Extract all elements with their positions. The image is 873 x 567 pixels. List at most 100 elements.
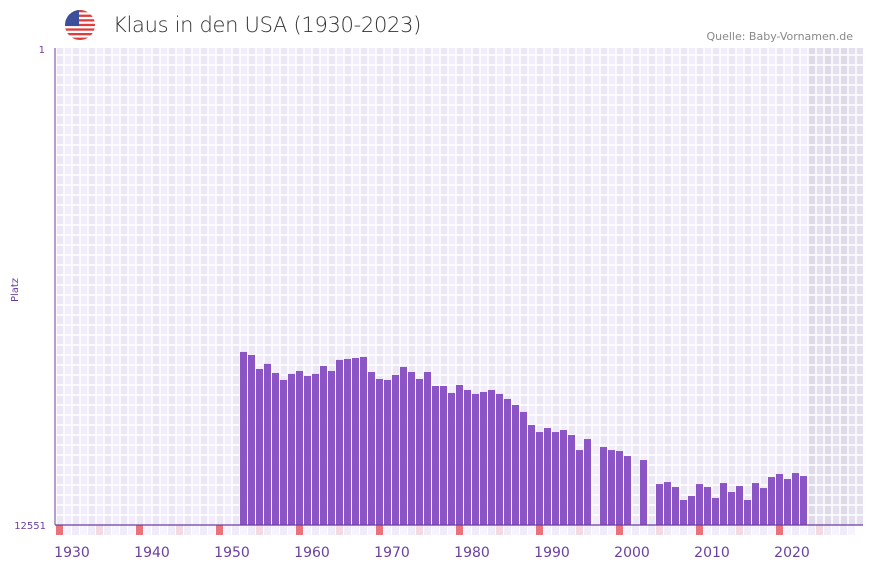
year-marker: [632, 525, 639, 535]
year-marker: [472, 525, 479, 535]
y-axis-label: Platz: [10, 278, 21, 302]
grid-column: [808, 48, 816, 525]
y-tick-label-bottom: 12551: [14, 521, 46, 532]
y-tick-label-top: 1: [39, 45, 45, 56]
bar-1964: [328, 370, 335, 525]
grid-column: [664, 48, 672, 525]
bar-1963: [320, 365, 327, 525]
bar-1990: [536, 432, 543, 525]
year-marker: [344, 525, 351, 535]
year-marker: [368, 525, 375, 535]
year-marker: [256, 525, 263, 535]
year-marker: [288, 525, 295, 535]
year-marker: [384, 525, 391, 535]
bar-2018: [760, 488, 767, 525]
grid-column: [136, 48, 144, 525]
year-marker: [200, 525, 207, 535]
x-tick-label: 1970: [374, 545, 410, 561]
grid-column: [712, 48, 720, 525]
grid-column: [232, 48, 240, 525]
grid-column: [104, 48, 112, 525]
bar-2006: [664, 482, 671, 525]
bar-2007: [672, 487, 679, 525]
grid-column: [216, 48, 224, 525]
year-marker: [440, 525, 447, 535]
year-marker: [496, 525, 503, 535]
source-label[interactable]: Quelle: Baby-Vornamen.de: [706, 30, 853, 43]
year-marker: [768, 525, 775, 535]
decade-marker: [776, 525, 783, 535]
bar-2008: [680, 500, 687, 525]
year-marker: [608, 525, 615, 535]
bar-1957: [272, 372, 279, 525]
bar-1994: [568, 435, 575, 525]
year-marker: [80, 525, 87, 535]
year-marker: [800, 525, 807, 535]
grid-column: [120, 48, 128, 525]
year-marker: [656, 525, 663, 535]
year-marker: [584, 525, 591, 535]
bar-1967: [352, 357, 359, 525]
bar-1999: [608, 450, 615, 525]
bar-1973: [400, 366, 407, 525]
bar-1965: [336, 359, 343, 525]
bar-1955: [256, 368, 263, 525]
bar-2022: [792, 473, 799, 525]
grid-column: [56, 48, 64, 525]
year-marker: [808, 525, 815, 535]
x-tick-label: 1950: [214, 545, 250, 561]
decade-marker: [136, 525, 143, 535]
x-tick-label: 1960: [294, 545, 330, 561]
grid-column: [696, 48, 704, 525]
year-marker: [720, 525, 727, 535]
x-tick-label: 2020: [774, 545, 810, 561]
year-marker: [552, 525, 559, 535]
bar-1972: [392, 374, 399, 525]
year-marker: [128, 525, 135, 535]
bar-1984: [488, 389, 495, 525]
year-marker: [816, 525, 823, 535]
decade-marker: [216, 525, 223, 535]
year-marker: [544, 525, 551, 535]
year-marker: [520, 525, 527, 535]
year-marker: [712, 525, 719, 535]
x-tick-label: 1990: [534, 545, 570, 561]
decade-marker: [296, 525, 303, 535]
grid-column: [648, 48, 656, 525]
year-marker: [184, 525, 191, 535]
year-marker: [680, 525, 687, 535]
year-marker: [568, 525, 575, 535]
year-marker: [168, 525, 175, 535]
year-marker: [176, 525, 183, 535]
year-marker: [360, 525, 367, 535]
bar-2015: [736, 486, 743, 525]
year-marker: [560, 525, 567, 535]
x-tick-label: 1940: [134, 545, 170, 561]
year-marker: [304, 525, 311, 535]
year-marker: [824, 525, 831, 535]
year-marker: [96, 525, 103, 535]
decade-marker: [536, 525, 543, 535]
bar-1966: [344, 358, 351, 525]
bar-1987: [512, 404, 519, 525]
bar-1977: [432, 385, 439, 525]
grid-column: [840, 48, 848, 525]
year-marker: [744, 525, 751, 535]
year-marker: [760, 525, 767, 535]
year-marker: [152, 525, 159, 535]
bar-1991: [544, 428, 551, 525]
bar-2010: [696, 484, 703, 525]
bar-2020: [776, 474, 783, 525]
bar-1982: [472, 393, 479, 525]
year-marker: [624, 525, 631, 535]
year-marker: [120, 525, 127, 535]
bar-2017: [752, 483, 759, 525]
year-marker: [328, 525, 335, 535]
year-marker: [416, 525, 423, 535]
bar-1986: [504, 398, 511, 525]
year-marker: [208, 525, 215, 535]
year-marker: [448, 525, 455, 535]
grid-column: [744, 48, 752, 525]
bar-1980: [456, 384, 463, 525]
year-marker: [832, 525, 839, 535]
